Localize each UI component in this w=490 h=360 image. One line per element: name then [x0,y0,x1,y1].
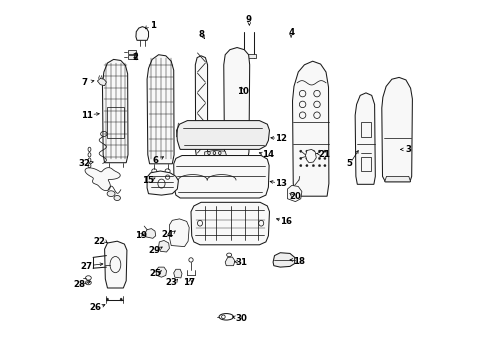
Text: 21: 21 [318,150,330,159]
Text: 3: 3 [406,145,412,154]
Text: 24: 24 [162,230,173,239]
Text: 1: 1 [150,21,156,30]
Text: 10: 10 [237,87,249,96]
Polygon shape [170,219,189,247]
Polygon shape [355,93,375,184]
Ellipse shape [120,298,122,301]
Text: 19: 19 [135,231,147,240]
Ellipse shape [114,195,121,201]
Text: 23: 23 [165,278,177,287]
Text: 30: 30 [236,314,247,323]
Ellipse shape [106,298,109,301]
Ellipse shape [300,150,302,152]
Text: 9: 9 [245,15,251,24]
Polygon shape [176,121,270,149]
Text: 7: 7 [82,78,88,87]
Text: 11: 11 [80,111,93,120]
Polygon shape [159,240,170,252]
Text: 18: 18 [293,256,305,266]
Polygon shape [174,269,182,278]
Polygon shape [196,56,208,163]
Text: 17: 17 [183,278,195,287]
Text: 32: 32 [79,159,91,168]
Text: 26: 26 [90,303,101,312]
Polygon shape [293,61,329,196]
Text: 16: 16 [280,217,293,226]
Polygon shape [102,59,128,163]
Text: 5: 5 [346,159,352,168]
Polygon shape [147,55,174,164]
Polygon shape [174,156,269,198]
Polygon shape [85,168,120,191]
Polygon shape [225,257,235,266]
Ellipse shape [324,157,326,159]
Ellipse shape [318,150,320,152]
Text: 22: 22 [93,237,105,246]
Polygon shape [385,176,411,182]
Ellipse shape [107,191,115,197]
Ellipse shape [306,150,308,152]
Polygon shape [191,202,270,245]
Polygon shape [145,229,156,238]
Polygon shape [288,185,302,202]
Text: 6: 6 [152,156,158,165]
Ellipse shape [300,165,302,167]
Ellipse shape [312,150,315,152]
Polygon shape [273,253,294,267]
FancyBboxPatch shape [128,55,136,59]
Text: 28: 28 [74,280,85,289]
Polygon shape [382,77,413,182]
FancyBboxPatch shape [128,50,136,54]
Text: 4: 4 [289,28,295,37]
Ellipse shape [312,165,315,167]
Ellipse shape [300,157,302,159]
Polygon shape [205,150,226,158]
Text: 20: 20 [290,192,301,201]
Polygon shape [147,171,178,195]
Text: 2: 2 [132,53,138,62]
Polygon shape [104,241,127,288]
Polygon shape [224,48,250,163]
Text: 12: 12 [275,134,287,143]
Text: 27: 27 [80,262,93,271]
Text: 15: 15 [142,176,154,185]
Polygon shape [305,149,316,163]
Polygon shape [136,27,148,40]
Text: 29: 29 [148,246,160,255]
FancyBboxPatch shape [242,54,256,58]
Polygon shape [156,267,167,277]
Text: 13: 13 [275,179,287,188]
Ellipse shape [324,165,326,167]
Ellipse shape [318,165,320,167]
Text: 8: 8 [199,30,205,39]
Text: 14: 14 [262,150,274,159]
Ellipse shape [306,157,308,159]
Ellipse shape [312,157,315,159]
Text: 31: 31 [235,258,247,267]
Polygon shape [98,78,106,86]
Ellipse shape [324,150,326,152]
Text: 25: 25 [149,269,161,278]
Ellipse shape [318,157,320,159]
Ellipse shape [306,165,308,167]
